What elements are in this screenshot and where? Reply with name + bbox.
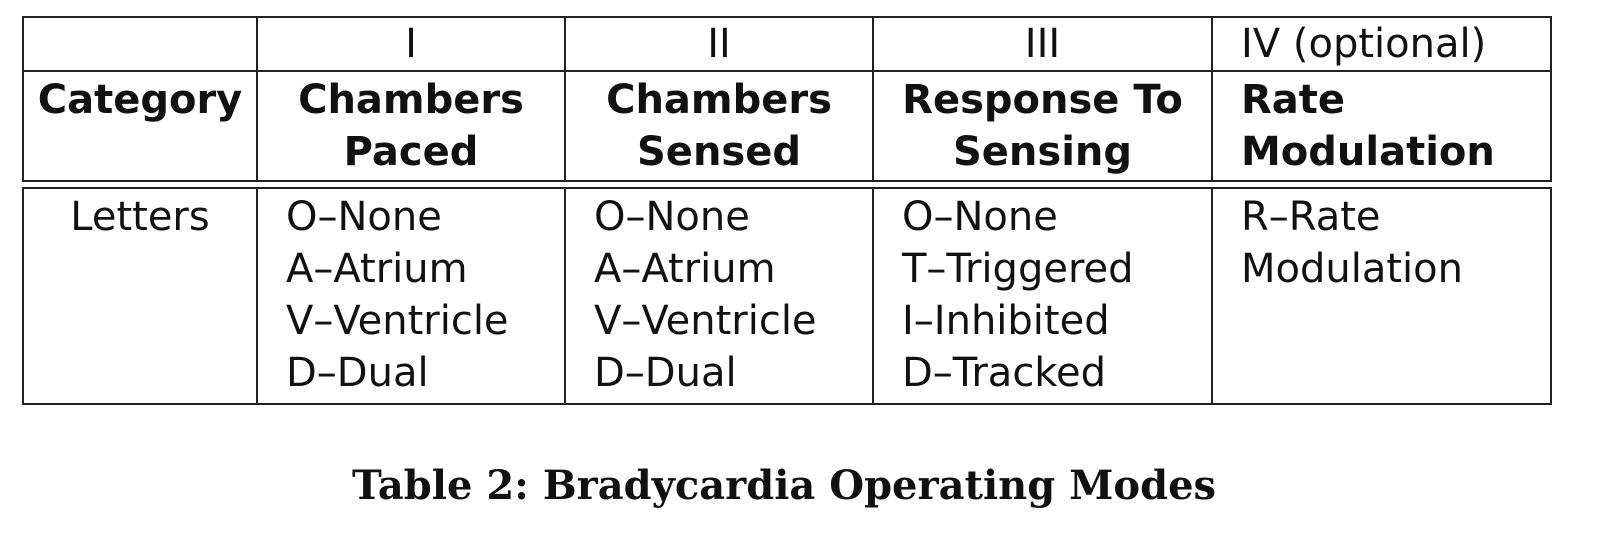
value-line: A–Atrium <box>286 246 468 292</box>
value-line: D–Dual <box>286 350 429 396</box>
numeral-cell-empty <box>24 18 258 70</box>
header-chambers-sensed: Chambers Sensed <box>566 72 874 180</box>
header-line: Chambers <box>606 77 832 123</box>
value-line: V–Ventricle <box>286 298 509 344</box>
operating-modes-table: I II III IV (optional) Category Chambers… <box>22 16 1552 405</box>
response-to-sensing-values: O–None T–Triggered I–Inhibited D–Tracked <box>874 189 1213 403</box>
value-line: A–Atrium <box>594 246 776 292</box>
numeral-cell-iv: IV (optional) <box>1241 21 1487 67</box>
header-line: Sensed <box>637 129 801 175</box>
value-line: R–Rate <box>1241 194 1381 240</box>
value-line: Modulation <box>1241 246 1463 292</box>
header-line: Category <box>37 77 243 123</box>
value-line: D–Tracked <box>902 350 1107 396</box>
letters-row: Letters O–None A–Atrium V–Ventricle D–Du… <box>22 187 1552 405</box>
table-caption: Table 2: Bradycardia Operating Modes <box>351 462 1217 509</box>
value-line: T–Triggered <box>902 246 1134 292</box>
numeral-row: I II III IV (optional) <box>22 16 1552 72</box>
header-chambers-paced: Chambers Paced <box>258 72 566 180</box>
header-line: Modulation <box>1241 129 1495 175</box>
value-line: V–Ventricle <box>594 298 817 344</box>
value-line: D–Dual <box>594 350 737 396</box>
rate-modulation-values: R–Rate Modulation <box>1213 189 1550 403</box>
header-response-to-sensing: Response To Sensing <box>874 72 1213 180</box>
header-line: Paced <box>343 129 479 175</box>
letters-label-cell: Letters <box>24 189 258 403</box>
header-line: Response To <box>902 77 1183 123</box>
value-line: O–None <box>902 194 1058 240</box>
numeral-cell-ii: II <box>566 18 874 70</box>
value-line: O–None <box>594 194 750 240</box>
header-line: Sensing <box>952 129 1133 175</box>
chambers-paced-values: O–None A–Atrium V–Ventricle D–Dual <box>258 189 566 403</box>
letters-label: Letters <box>70 194 210 240</box>
numeral-cell-i: I <box>258 18 566 70</box>
header-line: Chambers <box>298 77 524 123</box>
value-line: I–Inhibited <box>902 298 1110 344</box>
header-rate-modulation: Rate Modulation <box>1213 72 1550 180</box>
value-line: O–None <box>286 194 442 240</box>
numeral-cell-iii: III <box>874 18 1213 70</box>
header-category: Category <box>24 72 258 180</box>
header-row: Category Chambers Paced Chambers Sensed … <box>22 72 1552 182</box>
chambers-sensed-values: O–None A–Atrium V–Ventricle D–Dual <box>566 189 874 403</box>
header-line: Rate <box>1241 77 1346 123</box>
